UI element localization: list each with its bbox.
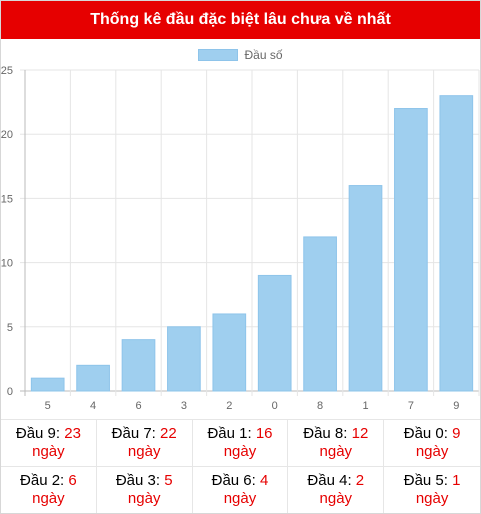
stat-value: 6 <box>68 472 77 489</box>
bar <box>348 185 383 392</box>
stat-label: Đầu 2: <box>20 472 69 489</box>
stat-line: Đầu 8: 12 <box>303 425 368 443</box>
stat-line: Đầu 9: 23 <box>16 425 81 443</box>
stat-cell: Đầu 8: 12 ngày <box>288 419 385 466</box>
x-tick-label: 5 <box>45 400 51 412</box>
bar <box>303 236 337 392</box>
stat-value: 23 <box>64 425 81 442</box>
x-tick-label: 0 <box>272 400 278 412</box>
stat-unit: ngày <box>223 490 257 507</box>
y-tick-label: 15 <box>1 193 13 205</box>
stat-unit: ngày <box>223 443 257 460</box>
stat-unit: ngày <box>415 443 449 460</box>
stat-unit: ngày <box>32 443 65 460</box>
x-tick-label: 6 <box>135 400 141 412</box>
stat-line: Đầu 7: 22 <box>112 425 177 443</box>
stat-line: Đầu 6: 4 <box>212 472 269 490</box>
stat-value: 1 <box>452 472 461 489</box>
stat-cell: Đầu 7: 22 ngày <box>96 419 193 466</box>
stat-unit: ngày <box>319 490 353 507</box>
stat-label: Đầu 5: <box>403 472 453 489</box>
legend-swatch <box>198 49 239 61</box>
stat-label: Đầu 6: <box>211 472 260 489</box>
x-tick-label: 3 <box>181 400 187 412</box>
stat-line: Đầu 5: 1 <box>404 472 461 490</box>
x-tick-label: 8 <box>317 400 323 412</box>
y-tick-label: 25 <box>1 65 13 77</box>
stat-label: Đầu 4: <box>307 472 356 489</box>
stat-value: 5 <box>164 472 173 489</box>
bar <box>257 274 292 392</box>
bar <box>76 364 110 392</box>
stat-unit: ngày <box>415 490 449 507</box>
x-tick-label: 4 <box>90 400 96 412</box>
y-tick-label: 5 <box>7 322 13 334</box>
stats-grid: Đầu 9: 23 ngày Đầu 7: 22 ngày Đầu 1: 16 ngày Đ… <box>1 419 480 513</box>
stat-label: Đầu 3: <box>115 472 165 489</box>
y-tick-label: 0 <box>7 386 13 398</box>
stat-value: 22 <box>160 425 177 442</box>
bar <box>167 326 201 392</box>
legend-label: Đầu số <box>244 48 283 62</box>
bar <box>30 377 65 392</box>
stat-label: Đầu 9: <box>15 425 65 442</box>
bar <box>439 95 474 392</box>
stat-value: 12 <box>351 425 369 442</box>
y-tick-label: 20 <box>1 129 13 141</box>
x-tick-label: 2 <box>226 400 232 412</box>
stat-unit: ngày <box>127 443 161 460</box>
stat-cell: Đầu 3: 5 ngày <box>96 466 193 513</box>
stat-cell: Đầu 1: 16 ngày <box>192 419 289 466</box>
stat-line: Đầu 0: 9 <box>404 425 461 443</box>
stat-cell: Đầu 4: 2 ngày <box>288 466 385 513</box>
stat-line: Đầu 3: 5 <box>116 472 173 490</box>
x-tick-label: 7 <box>408 400 414 412</box>
y-tick-label: 10 <box>1 258 13 270</box>
x-tick-label: 1 <box>362 400 368 412</box>
bar <box>394 108 428 392</box>
stat-value: 9 <box>452 425 461 442</box>
stat-label: Đầu 1: <box>207 425 256 442</box>
bar <box>212 313 247 392</box>
stat-value: 2 <box>355 472 365 489</box>
stat-unit: ngày <box>319 443 353 460</box>
stat-cell: Đầu 5: 1 ngày <box>384 466 480 513</box>
stat-cell: Đầu 2: 6 ngày <box>1 466 97 513</box>
stat-unit: ngày <box>32 490 65 507</box>
stat-label: Đầu 0: <box>403 425 453 442</box>
x-tick-label: 9 <box>453 400 459 412</box>
stat-line: Đầu 4: 2 <box>307 472 364 490</box>
stat-unit: ngày <box>127 490 161 507</box>
chart-header: Thống kê đầu đặc biệt lâu chưa về nhất <box>1 1 480 39</box>
bar <box>121 339 156 392</box>
stat-label: Đầu 7: <box>111 425 161 442</box>
stat-line: Đầu 2: 6 <box>20 472 77 490</box>
stat-value: 4 <box>260 472 269 489</box>
stat-cell: Đầu 0: 9 ngày <box>384 419 480 466</box>
chart-legend[interactable]: Đầu số <box>1 45 480 65</box>
stat-cell: Đầu 9: 23 ngày <box>1 419 97 466</box>
stat-cell: Đầu 6: 4 ngày <box>192 466 289 513</box>
stat-label: Đầu 8: <box>303 425 352 442</box>
stat-line: Đầu 1: 16 <box>207 425 272 443</box>
stat-value: 16 <box>255 425 273 442</box>
chart-title: Thống kê đầu đặc biệt lâu chưa về nhất <box>90 11 391 28</box>
